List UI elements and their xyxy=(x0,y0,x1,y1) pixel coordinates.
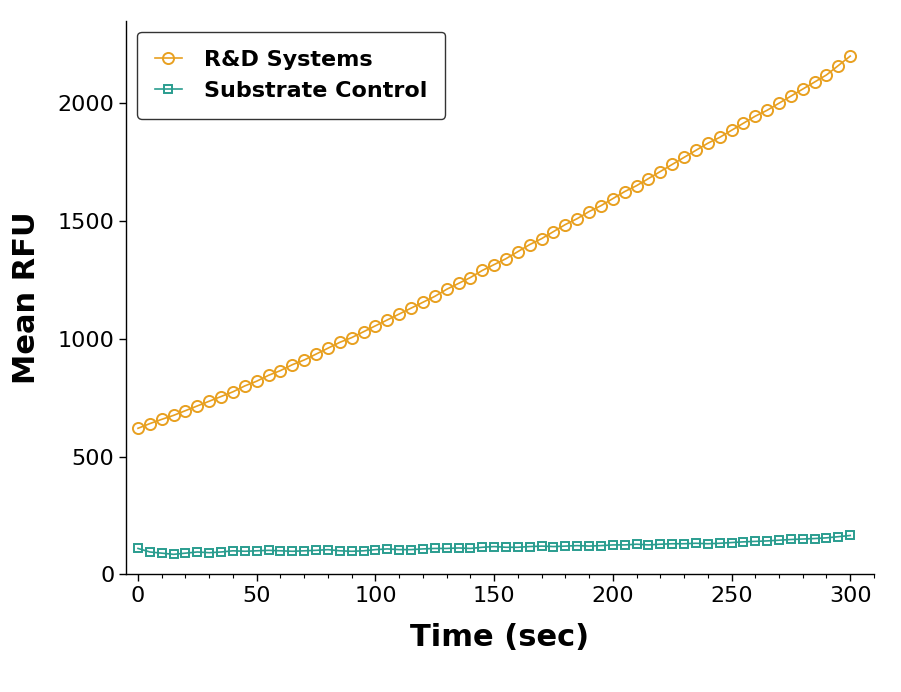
R&D Systems xyxy=(132,424,143,432)
Line: Substrate Control: Substrate Control xyxy=(134,531,854,558)
R&D Systems xyxy=(275,367,286,375)
X-axis label: Time (sec): Time (sec) xyxy=(411,623,589,652)
R&D Systems xyxy=(845,52,856,60)
Y-axis label: Mean RFU: Mean RFU xyxy=(12,211,41,384)
R&D Systems xyxy=(513,248,523,256)
Substrate Control xyxy=(168,550,179,558)
Substrate Control xyxy=(394,545,405,554)
R&D Systems xyxy=(299,356,310,364)
Line: R&D Systems: R&D Systems xyxy=(132,51,856,434)
Substrate Control xyxy=(845,531,856,540)
R&D Systems xyxy=(382,316,393,324)
R&D Systems xyxy=(560,220,570,228)
Substrate Control xyxy=(132,545,143,553)
Substrate Control xyxy=(572,541,583,549)
Legend: R&D Systems, Substrate Control: R&D Systems, Substrate Control xyxy=(137,32,445,118)
Substrate Control xyxy=(287,547,297,556)
R&D Systems xyxy=(750,112,760,120)
Substrate Control xyxy=(524,543,535,551)
Substrate Control xyxy=(761,537,772,545)
Substrate Control xyxy=(311,546,322,554)
